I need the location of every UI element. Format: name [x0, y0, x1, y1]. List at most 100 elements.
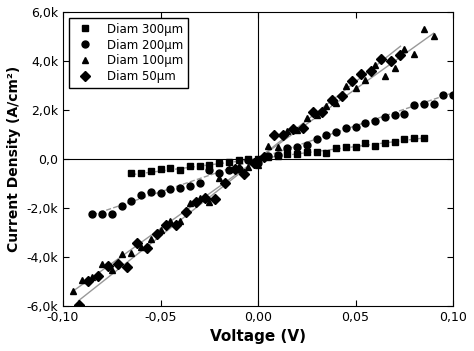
Diam 50μm — [271, 133, 276, 137]
Diam 100μm — [275, 145, 281, 149]
Diam 50μm — [281, 132, 286, 137]
Diam 50μm — [115, 262, 120, 266]
Diam 100μm — [90, 274, 95, 279]
Diam 200μm — [118, 204, 124, 208]
Diam 300μm — [265, 155, 271, 159]
Diam 300μm — [363, 141, 368, 145]
Diam 200μm — [255, 161, 261, 165]
Diam 100μm — [304, 117, 310, 121]
Diam 100μm — [382, 73, 388, 78]
Diam 200μm — [294, 145, 300, 149]
Diam 300μm — [246, 157, 251, 161]
Diam 100μm — [314, 113, 319, 117]
Diam 300μm — [197, 164, 202, 168]
Diam 50μm — [349, 79, 355, 83]
Diam 100μm — [70, 289, 75, 293]
Diam 300μm — [333, 146, 339, 151]
Diam 300μm — [128, 171, 134, 175]
Diam 50μm — [164, 223, 169, 227]
Diam 50μm — [193, 200, 199, 205]
Diam 300μm — [177, 167, 183, 172]
Diam 200μm — [304, 143, 310, 147]
Diam 300μm — [314, 150, 319, 154]
Diam 200μm — [372, 119, 378, 123]
Diam 200μm — [109, 212, 115, 216]
Diam 200μm — [187, 184, 192, 188]
Diam 50μm — [242, 172, 247, 176]
Diam 300μm — [343, 145, 349, 149]
Diam 100μm — [197, 196, 202, 200]
Diam 200μm — [216, 171, 222, 176]
Diam 100μm — [207, 200, 212, 204]
Diam 50μm — [300, 126, 306, 130]
Diam 50μm — [95, 274, 101, 278]
Diam 200μm — [265, 154, 271, 158]
Diam 200μm — [99, 212, 105, 216]
Diam 50μm — [76, 303, 82, 307]
Diam 50μm — [105, 264, 111, 268]
Line: Diam 200μm: Diam 200μm — [89, 91, 456, 218]
Diam 100μm — [128, 251, 134, 256]
Diam 50μm — [388, 59, 393, 63]
Diam 200μm — [431, 101, 437, 106]
Diam 50μm — [154, 232, 159, 236]
Diam 50μm — [368, 68, 374, 73]
Diam 200μm — [382, 115, 388, 119]
Diam 100μm — [158, 228, 164, 232]
Diam 100μm — [363, 78, 368, 82]
Diam 200μm — [333, 130, 339, 134]
Diam 200μm — [128, 199, 134, 204]
Diam 50μm — [134, 240, 140, 245]
Diam 200μm — [177, 186, 183, 190]
Diam 50μm — [202, 196, 208, 200]
Diam 200μm — [275, 152, 281, 157]
Diam 100μm — [216, 176, 222, 180]
Y-axis label: Current Density (A/cm²): Current Density (A/cm²) — [7, 66, 21, 252]
Diam 200μm — [450, 93, 456, 97]
Diam 50μm — [290, 126, 296, 131]
Diam 300μm — [411, 136, 417, 140]
Diam 100μm — [236, 164, 241, 168]
Diam 300μm — [353, 145, 358, 150]
Diam 50μm — [359, 71, 365, 75]
Diam 300μm — [138, 171, 144, 175]
Diam 300μm — [421, 136, 427, 140]
Diam 50μm — [85, 279, 91, 283]
Diam 50μm — [183, 210, 189, 214]
Diam 50μm — [222, 181, 228, 185]
Diam 100μm — [167, 219, 173, 223]
Diam 200μm — [197, 181, 202, 185]
Diam 200μm — [353, 125, 358, 130]
Diam 300μm — [275, 154, 281, 158]
Diam 100μm — [265, 144, 271, 148]
Diam 200μm — [392, 113, 397, 117]
Diam 100μm — [333, 101, 339, 105]
Diam 100μm — [138, 245, 144, 250]
Diam 200μm — [314, 137, 319, 141]
Diam 50μm — [310, 110, 316, 114]
Diam 100μm — [187, 200, 192, 205]
Diam 200μm — [401, 112, 407, 116]
Diam 200μm — [363, 121, 368, 126]
Diam 300μm — [216, 161, 222, 165]
Diam 300μm — [401, 137, 407, 141]
Diam 300μm — [255, 157, 261, 161]
Diam 50μm — [378, 57, 384, 61]
Diam 300μm — [158, 167, 164, 171]
Diam 200μm — [284, 146, 290, 150]
Diam 50μm — [232, 167, 237, 171]
Diam 300μm — [284, 152, 290, 156]
Diam 100μm — [109, 268, 115, 272]
Diam 300μm — [187, 164, 192, 168]
Diam 200μm — [138, 193, 144, 197]
Diam 100μm — [284, 129, 290, 133]
Diam 200μm — [411, 103, 417, 107]
Diam 300μm — [304, 150, 310, 154]
Legend: Diam 300μm, Diam 200μm, Diam 100μm, Diam 50μm: Diam 300μm, Diam 200μm, Diam 100μm, Diam… — [69, 18, 188, 88]
Diam 100μm — [353, 86, 358, 91]
Diam 300μm — [226, 160, 232, 164]
Diam 100μm — [148, 237, 154, 241]
Diam 100μm — [421, 27, 427, 32]
Diam 100μm — [392, 66, 397, 70]
Diam 100μm — [226, 167, 232, 171]
